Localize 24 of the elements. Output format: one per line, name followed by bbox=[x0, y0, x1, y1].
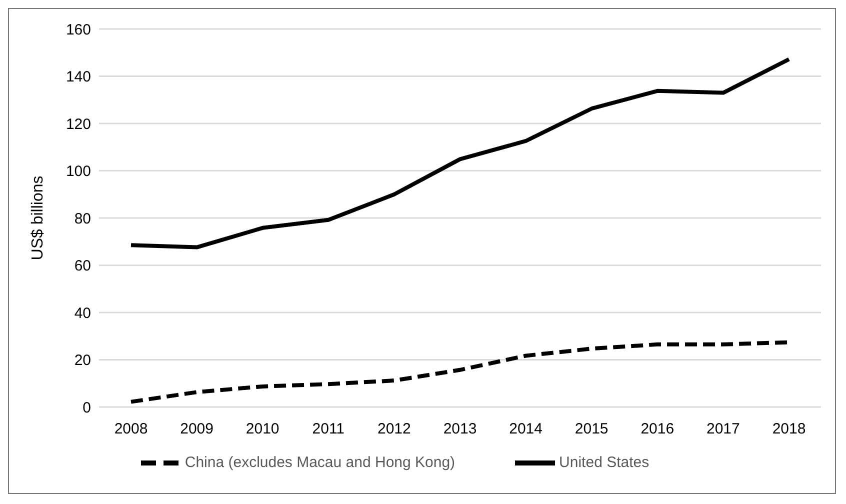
x-tick-label: 2016 bbox=[640, 420, 674, 438]
x-tick-label: 2013 bbox=[443, 420, 477, 438]
x-tick-label: 2018 bbox=[772, 420, 806, 438]
y-tick-label: 60 bbox=[74, 258, 91, 275]
x-tick-label: 2012 bbox=[378, 420, 411, 438]
y-tick-label: 80 bbox=[74, 210, 91, 228]
x-tick-label: 2017 bbox=[706, 420, 740, 438]
legend-label: China (excludes Macau and Hong Kong) bbox=[184, 454, 456, 471]
line-series bbox=[129, 57, 791, 250]
legend-label: United States bbox=[559, 454, 650, 471]
y-tick-label: 160 bbox=[66, 21, 91, 38]
y-axis-title: US$ billions bbox=[30, 176, 47, 260]
y-tick-label: 0 bbox=[82, 399, 91, 416]
x-tick-label: 2015 bbox=[574, 420, 608, 438]
y-tick-label: 100 bbox=[66, 163, 91, 180]
y-tick-label: 20 bbox=[74, 352, 91, 370]
x-tick-label: 2011 bbox=[312, 420, 345, 438]
y-tick-label: 140 bbox=[66, 68, 91, 86]
x-tick-label: 2009 bbox=[180, 420, 214, 438]
y-tick-label: 40 bbox=[74, 304, 91, 322]
y-tick-label: 120 bbox=[66, 116, 91, 133]
x-tick-label: 2008 bbox=[114, 420, 148, 438]
x-tick-label: 2014 bbox=[509, 420, 542, 438]
x-tick-label: 2010 bbox=[246, 420, 280, 438]
